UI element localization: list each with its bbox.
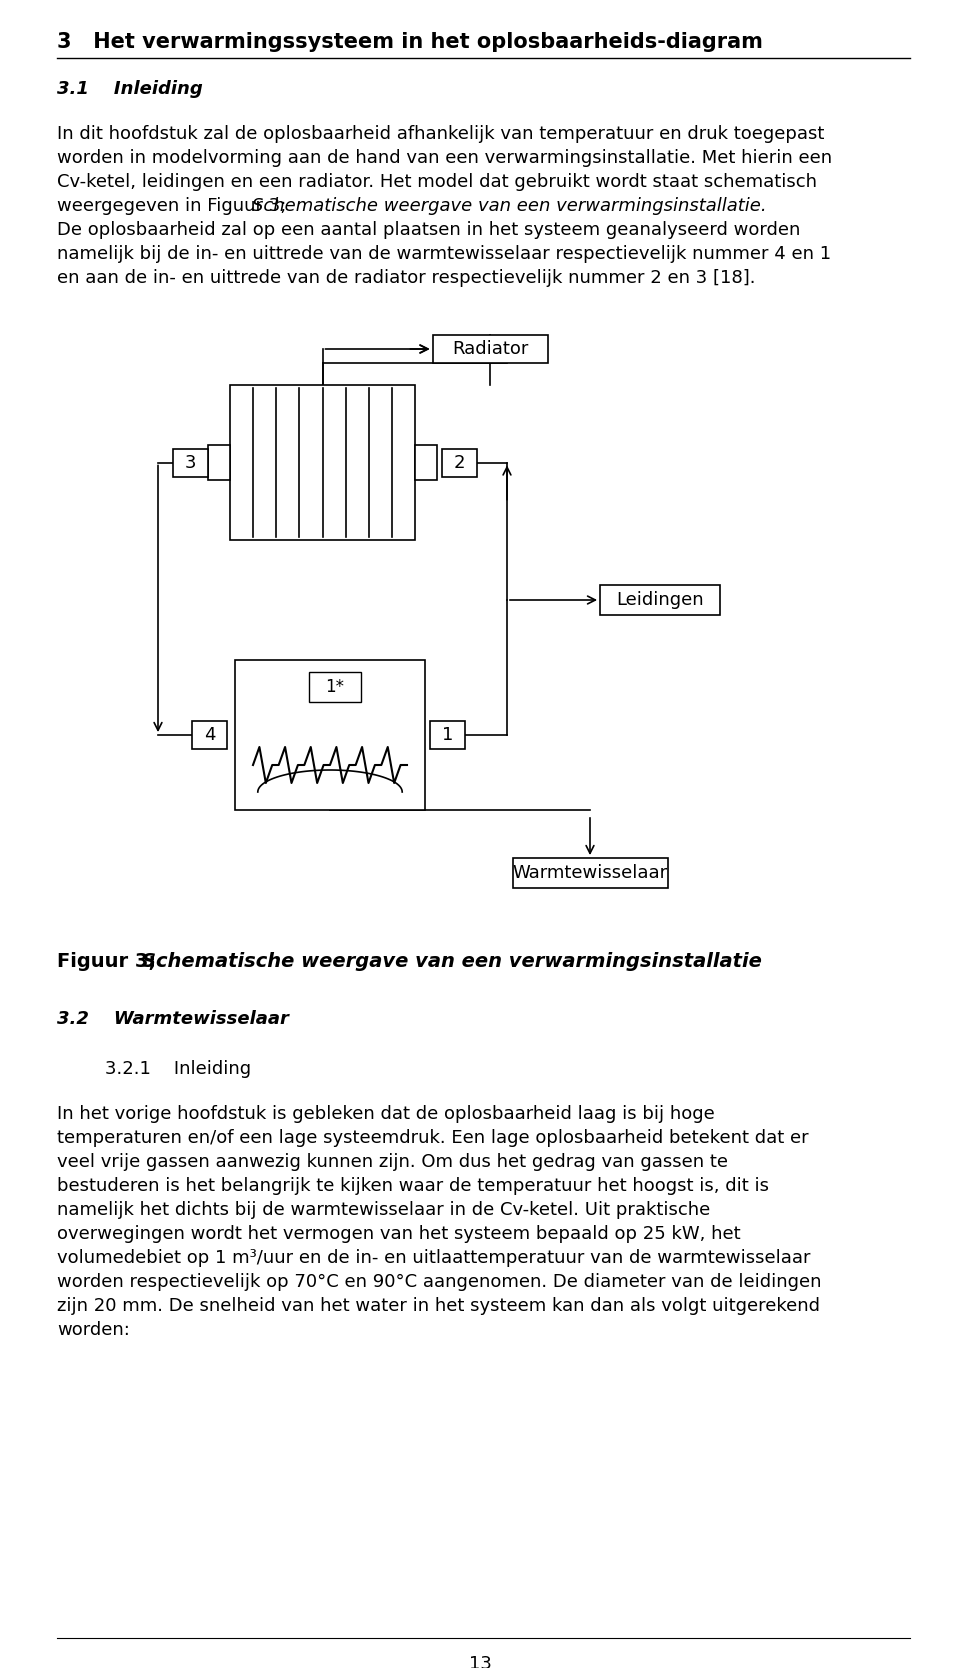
Text: Radiator: Radiator [452, 340, 528, 359]
Text: Leidingen: Leidingen [616, 590, 704, 609]
Bar [230, 385, 415, 540]
Text: 1: 1 [442, 726, 453, 744]
Text: 3: 3 [184, 454, 196, 472]
Text: Schematische weergave van een verwarmingsinstallatie.: Schematische weergave van een verwarming… [252, 197, 767, 215]
Text: De oplosbaarheid zal op een aantal plaatsen in het systeem geanalyseerd worden: De oplosbaarheid zal op een aantal plaat… [57, 220, 801, 239]
Text: bestuderen is het belangrijk te kijken waar de temperatuur het hoogst is, dit is: bestuderen is het belangrijk te kijken w… [57, 1178, 769, 1194]
Bar [235, 661, 425, 811]
Bar [600, 585, 720, 615]
Text: veel vrije gassen aanwezig kunnen zijn. Om dus het gedrag van gassen te: veel vrije gassen aanwezig kunnen zijn. … [57, 1153, 728, 1171]
Text: volumedebiet op 1 m³/uur en de in- en uitlaattemperatuur van de warmtewisselaar: volumedebiet op 1 m³/uur en de in- en ui… [57, 1249, 810, 1268]
Bar [513, 857, 667, 887]
Text: In het vorige hoofdstuk is gebleken dat de oplosbaarheid laag is bij hoge: In het vorige hoofdstuk is gebleken dat … [57, 1104, 715, 1123]
Text: namelijk bij de in- en uittrede van de warmtewisselaar respectievelijk nummer 4 : namelijk bij de in- en uittrede van de w… [57, 245, 831, 264]
Bar [433, 335, 547, 364]
Bar [173, 449, 208, 477]
Text: Figuur 3;: Figuur 3; [57, 952, 163, 971]
Text: 13: 13 [468, 1655, 492, 1668]
Text: 3.2    Warmtewisselaar: 3.2 Warmtewisselaar [57, 1011, 289, 1027]
Text: 3.2.1    Inleiding: 3.2.1 Inleiding [105, 1059, 252, 1078]
Bar [430, 721, 465, 749]
Text: worden respectievelijk op 70°C en 90°C aangenomen. De diameter van de leidingen: worden respectievelijk op 70°C en 90°C a… [57, 1273, 822, 1291]
Text: 2: 2 [454, 454, 466, 472]
Text: 3.1    Inleiding: 3.1 Inleiding [57, 80, 203, 98]
Text: worden:: worden: [57, 1321, 130, 1339]
Text: Warmtewisselaar: Warmtewisselaar [513, 864, 667, 882]
Text: Cv-ketel, leidingen en een radiator. Het model dat gebruikt wordt staat schemati: Cv-ketel, leidingen en een radiator. Het… [57, 173, 817, 192]
Text: worden in modelvorming aan de hand van een verwarmingsinstallatie. Met hierin ee: worden in modelvorming aan de hand van e… [57, 148, 832, 167]
Text: en aan de in- en uittrede van de radiator respectievelijk nummer 2 en 3 [18].: en aan de in- en uittrede van de radiato… [57, 269, 756, 287]
Bar [192, 721, 227, 749]
Text: weergegeven in Figuur 3;: weergegeven in Figuur 3; [57, 197, 292, 215]
Text: zijn 20 mm. De snelheid van het water in het systeem kan dan als volgt uitgereke: zijn 20 mm. De snelheid van het water in… [57, 1298, 820, 1314]
Text: 3   Het verwarmingssysteem in het oplosbaarheids-diagram: 3 Het verwarmingssysteem in het oplosbaa… [57, 32, 763, 52]
Text: In dit hoofdstuk zal de oplosbaarheid afhankelijk van temperatuur en druk toegep: In dit hoofdstuk zal de oplosbaarheid af… [57, 125, 825, 143]
Text: overwegingen wordt het vermogen van het systeem bepaald op 25 kW, het: overwegingen wordt het vermogen van het … [57, 1224, 740, 1243]
Bar [208, 445, 230, 480]
Bar [442, 449, 477, 477]
Text: temperaturen en/of een lage systeemdruk. Een lage oplosbaarheid betekent dat er: temperaturen en/of een lage systeemdruk.… [57, 1129, 808, 1148]
Bar [309, 672, 361, 702]
Text: 4: 4 [204, 726, 215, 744]
Text: Schematische weergave van een verwarmingsinstallatie: Schematische weergave van een verwarming… [142, 952, 762, 971]
Bar [415, 445, 437, 480]
Text: namelijk het dichts bij de warmtewisselaar in de Cv-ketel. Uit praktische: namelijk het dichts bij de warmtewissela… [57, 1201, 710, 1219]
Text: 1*: 1* [325, 677, 345, 696]
